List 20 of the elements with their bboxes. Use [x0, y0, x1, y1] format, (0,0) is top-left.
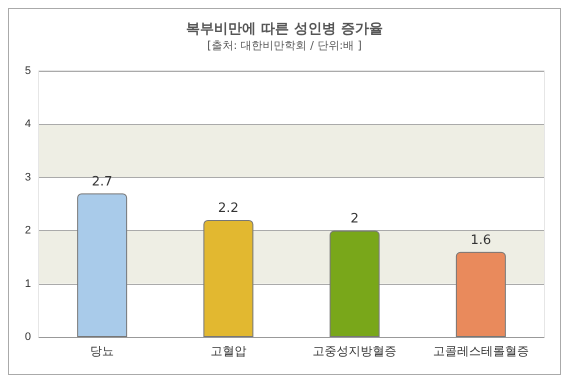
data-label: 2.7: [92, 174, 112, 190]
y-tick-label: 0: [24, 331, 31, 343]
x-tick-label: 당뇨: [90, 344, 114, 358]
bar: [456, 252, 506, 337]
y-tick-label: 1: [24, 278, 31, 290]
y-tick-label: 4: [24, 118, 31, 130]
y-tick-label: 2: [24, 224, 31, 237]
chart-subtitle: [출처: 대한비만학회 / 단위:배 ]: [207, 39, 362, 52]
x-tick-label: 고혈압: [210, 344, 246, 358]
x-tick-label: 고콜레스테롤혈증: [432, 344, 529, 358]
bar: [77, 193, 128, 337]
y-tick-label: 3: [24, 171, 31, 184]
bar: [330, 230, 380, 337]
data-label: 2: [350, 212, 359, 227]
data-label: 1.6: [470, 232, 492, 248]
chart-title: 복부비만에 따른 성인병 증가율: [186, 21, 383, 37]
bar: [203, 220, 254, 337]
data-label: 2.2: [218, 200, 239, 216]
x-tick-label: 고중성지방혈증: [312, 344, 397, 358]
y-tick-label: 5: [24, 65, 31, 77]
